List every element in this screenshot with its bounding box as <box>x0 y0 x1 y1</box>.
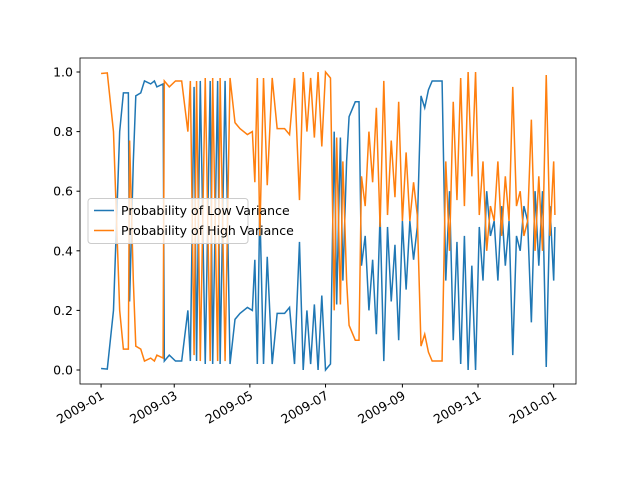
x-tick-label: 2009-03 <box>127 388 180 427</box>
y-tick-label: 0.2 <box>53 303 73 318</box>
x-tick-label: 2009-09 <box>355 388 408 427</box>
y-tick-label: 1.0 <box>53 65 73 80</box>
x-tick-label: 2009-07 <box>278 388 331 427</box>
plot-frame <box>79 57 577 385</box>
legend-label: Probability of Low Variance <box>121 203 290 218</box>
y-tick-label: 0.0 <box>53 362 73 377</box>
y-tick-label: 0.6 <box>53 184 73 199</box>
line-series <box>101 79 556 372</box>
y-tick-label: 0.4 <box>53 243 73 258</box>
line-series <box>101 70 556 363</box>
legend: Probability of Low Variance Probability o… <box>87 198 294 244</box>
x-tick-label: 2009-11 <box>431 388 484 427</box>
x-tick-label: 2009-05 <box>203 388 256 427</box>
legend-box <box>87 198 249 244</box>
x-tick-label: 2010-01 <box>506 388 559 427</box>
y-tick-label: 0.8 <box>53 124 73 139</box>
legend-label: Probability of High Variance <box>121 223 294 238</box>
x-tick-label: 2009-01 <box>54 388 107 427</box>
